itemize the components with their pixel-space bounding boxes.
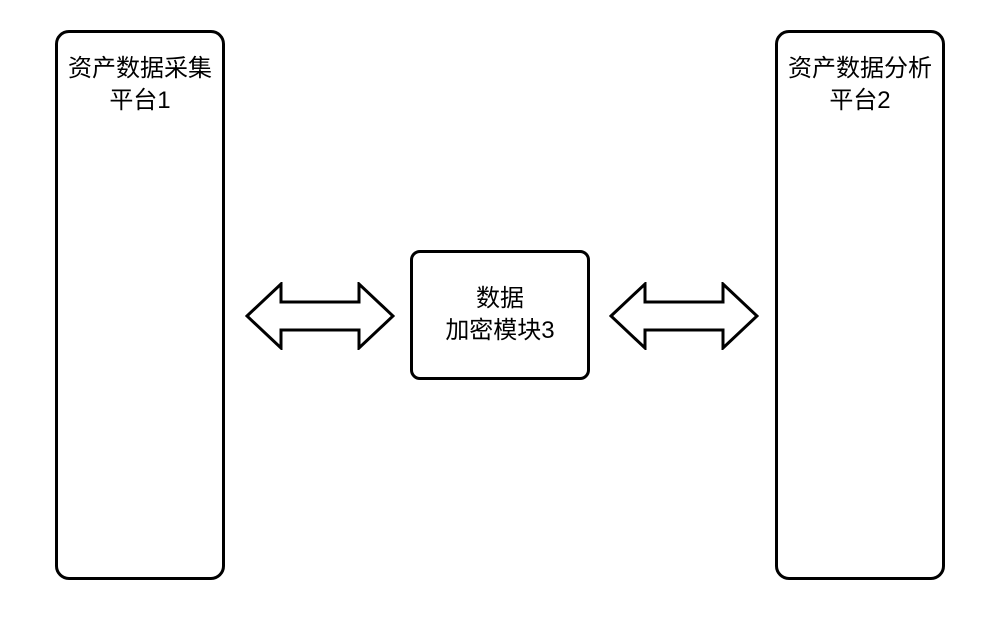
node-center-line1: 数据 (476, 285, 524, 312)
node-center-line2: 加密模块3 (445, 317, 554, 344)
node-right-line2: 平台2 (829, 87, 890, 114)
node-asset-analysis-platform: 资产数据分析 平台2 (775, 30, 945, 580)
node-left-line1: 资产数据采集 (68, 55, 212, 82)
double-arrow-left-icon (245, 282, 395, 350)
node-left-label: 资产数据采集 平台1 (68, 53, 212, 118)
node-data-encryption-module: 数据 加密模块3 (410, 250, 590, 380)
double-arrow-right-icon (609, 282, 759, 350)
node-right-line1: 资产数据分析 (788, 55, 932, 82)
node-right-label: 资产数据分析 平台2 (788, 53, 932, 118)
node-asset-collection-platform: 资产数据采集 平台1 (55, 30, 225, 580)
node-left-line2: 平台1 (109, 87, 170, 114)
node-center-label: 数据 加密模块3 (445, 283, 554, 348)
